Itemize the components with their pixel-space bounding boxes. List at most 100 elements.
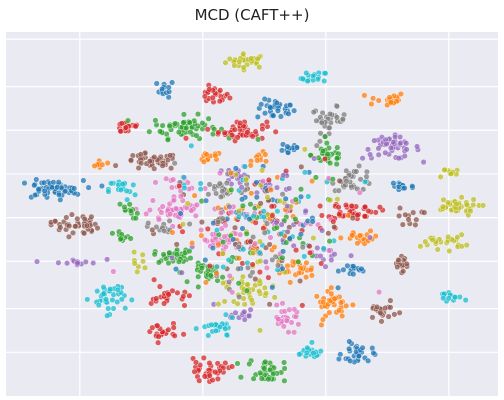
- scatter-point: [223, 331, 230, 338]
- scatter-point: [159, 203, 166, 210]
- scatter-point: [383, 140, 390, 147]
- scatter-point: [369, 345, 376, 352]
- scatter-point: [322, 133, 329, 140]
- scatter-point: [412, 221, 419, 228]
- scatter-point: [244, 259, 251, 266]
- scatter-point: [250, 375, 257, 382]
- scatter-point: [448, 170, 455, 177]
- scatter-point: [50, 179, 57, 186]
- scatter-point: [205, 332, 212, 339]
- scatter-point: [176, 182, 183, 189]
- scatter-point: [254, 55, 261, 62]
- scatter-point: [131, 260, 138, 267]
- scatter-point: [228, 132, 235, 139]
- scatter-point: [356, 162, 363, 169]
- scatter-point: [197, 186, 204, 193]
- scatter-point: [362, 178, 369, 185]
- scatter-point: [56, 191, 63, 198]
- scatter-point: [199, 120, 206, 127]
- scatter-point: [221, 233, 228, 240]
- scatter-point: [215, 301, 222, 308]
- scatter-point: [174, 289, 181, 296]
- scatter-point: [297, 231, 304, 238]
- scatter-point: [236, 58, 243, 65]
- scatter-point: [108, 180, 115, 187]
- scatter-point: [149, 226, 156, 233]
- scatter-point: [269, 212, 276, 219]
- scatter-point: [214, 375, 221, 382]
- scatter-point: [347, 357, 354, 364]
- scatter-point: [395, 257, 402, 264]
- scatter-point: [403, 146, 410, 153]
- scatter-point: [348, 252, 355, 259]
- scatter-point: [365, 357, 372, 364]
- scatter-point: [446, 247, 453, 254]
- scatter-point: [303, 274, 310, 281]
- scatter-point: [33, 176, 40, 183]
- scatter-point: [172, 266, 179, 273]
- scatter-point: [310, 109, 317, 116]
- scatter-point: [234, 300, 241, 307]
- scatter-point: [363, 173, 370, 180]
- scatter-point: [354, 240, 361, 247]
- scatter-point: [261, 95, 268, 102]
- scatter-point: [127, 235, 134, 242]
- scatter-point: [253, 179, 260, 186]
- scatter-point: [375, 97, 382, 104]
- scatter-point: [378, 318, 385, 325]
- scatter-point: [168, 165, 175, 172]
- scatter-point: [266, 301, 273, 308]
- scatter-point: [118, 296, 125, 303]
- scatter-point: [90, 260, 97, 267]
- scatter-point: [241, 163, 248, 170]
- scatter-point: [132, 191, 139, 198]
- scatter-point: [303, 349, 310, 356]
- scatter-point: [81, 215, 88, 222]
- scatter-point: [291, 306, 298, 313]
- scatter-point: [228, 186, 235, 193]
- scatter-point: [262, 110, 269, 117]
- scatter-point: [212, 152, 219, 159]
- scatter-point: [248, 190, 255, 197]
- scatter-point: [271, 294, 278, 301]
- scatter-point: [257, 258, 264, 265]
- scatter-point: [244, 264, 251, 271]
- scatter-point: [262, 258, 269, 265]
- scatter-point: [169, 254, 176, 261]
- scatter-point: [94, 225, 101, 232]
- scatter-point: [268, 203, 275, 210]
- scatter-point: [331, 295, 338, 302]
- scatter-point: [295, 258, 302, 265]
- scatter-point: [257, 369, 264, 376]
- scatter-point: [397, 205, 404, 212]
- scatter-point: [245, 313, 252, 320]
- scatter-point: [81, 230, 88, 237]
- scatter-point: [263, 264, 270, 271]
- scatter-point: [467, 208, 474, 215]
- scatter-point: [169, 79, 176, 86]
- scatter-point: [253, 194, 260, 201]
- scatter-point: [414, 143, 421, 150]
- scatter-point: [270, 370, 277, 377]
- scatter-point: [139, 258, 146, 265]
- scatter-point: [399, 221, 406, 228]
- scatter-point: [336, 307, 343, 314]
- scatter-point: [105, 305, 112, 312]
- scatter-point: [183, 124, 190, 131]
- scatter-point: [367, 234, 374, 241]
- scatter-point: [117, 235, 124, 242]
- scatter-point: [310, 234, 317, 241]
- scatter-point: [249, 261, 256, 268]
- scatter-point: [336, 211, 343, 218]
- scatter-point: [80, 177, 87, 184]
- scatter-point: [181, 184, 188, 191]
- scatter-point: [54, 184, 61, 191]
- scatter-point: [252, 128, 259, 135]
- scatter-point: [336, 177, 343, 184]
- scatter-point: [213, 270, 220, 277]
- scatter-point: [192, 212, 199, 219]
- scatter-point: [117, 186, 124, 193]
- scatter-point: [417, 243, 424, 250]
- scatter-point: [305, 193, 312, 200]
